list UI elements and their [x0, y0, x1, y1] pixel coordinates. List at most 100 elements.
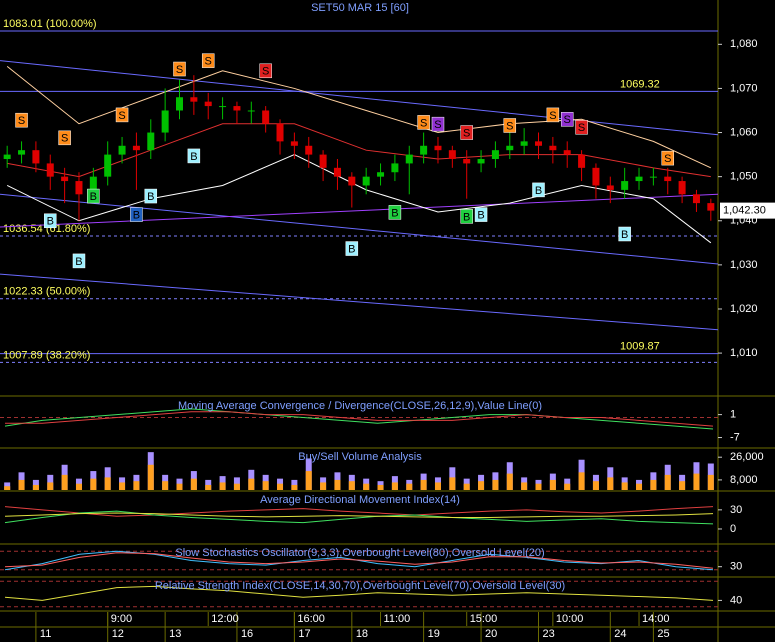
signal-label: B — [75, 256, 82, 268]
y-tick-label: 1,080 — [730, 38, 758, 50]
candle-body — [621, 181, 629, 190]
volume-bar — [219, 482, 226, 490]
candle-body — [75, 181, 83, 195]
volume-bar — [506, 473, 513, 490]
candle-body — [664, 176, 672, 182]
volume-bar — [18, 479, 25, 490]
signal-marker — [173, 61, 186, 77]
candle-body — [362, 176, 370, 186]
volume-bar — [449, 477, 456, 490]
signal-label: B — [621, 229, 628, 241]
volume-bar — [262, 481, 269, 490]
volume-bar — [233, 483, 240, 490]
signal-marker — [661, 150, 674, 166]
signal-marker — [58, 130, 71, 146]
candle-body — [3, 154, 11, 160]
panel-title: Moving Average Convergence / Divergence(… — [178, 400, 542, 412]
candle-body — [448, 150, 456, 160]
candle-body — [707, 203, 715, 211]
level-label: 1022.33 (50.00%) — [3, 286, 90, 298]
candle-body — [506, 145, 514, 151]
signal-label: S — [118, 110, 125, 122]
y-tick-label: 26,000 — [730, 451, 764, 463]
volume-bar — [205, 484, 212, 490]
time-tick-label: 10:00 — [556, 613, 584, 625]
indicator-line — [5, 411, 714, 427]
candle-body — [434, 145, 442, 151]
trendline — [0, 273, 719, 331]
signal-label: S — [420, 117, 427, 129]
signal-marker — [115, 107, 129, 123]
candle-body — [32, 150, 40, 164]
candle-body — [262, 110, 270, 124]
volume-bar — [679, 481, 686, 490]
candle-body — [89, 176, 97, 195]
last-price-label: 1,042.30 — [723, 205, 766, 217]
volume-bar — [291, 484, 298, 490]
volume-bar — [47, 482, 54, 490]
signal-marker — [417, 115, 430, 130]
volume-bar — [348, 481, 355, 490]
candle-body — [247, 110, 255, 112]
x-tick-label: 13 — [169, 628, 181, 640]
volume-bar — [521, 482, 528, 490]
signal-label: B — [47, 216, 54, 228]
time-tick-label: 11:00 — [384, 613, 411, 625]
x-tick-label: 23 — [543, 628, 555, 640]
y-tick-label: 1,010 — [730, 347, 758, 359]
candle-body — [391, 163, 399, 173]
y-tick-label: 1,070 — [730, 82, 758, 94]
indicator-line — [4, 506, 714, 517]
volume-bar — [650, 479, 657, 490]
signal-label: S — [18, 115, 25, 127]
overlay-line — [7, 123, 711, 178]
overlay-line — [6, 65, 712, 169]
volume-bar — [75, 483, 82, 490]
x-tick-label: 19 — [428, 628, 440, 640]
volume-bar — [320, 482, 327, 490]
candle-body — [204, 101, 212, 107]
time-tick-label: 16:00 — [297, 613, 325, 625]
x-tick-label: 11 — [40, 628, 51, 640]
candle-body — [377, 172, 385, 177]
signal-marker — [72, 253, 86, 269]
y-tick-label: 1,060 — [730, 126, 758, 138]
panel-title: Average Directional Movement Index(14) — [260, 494, 460, 506]
volume-bar — [162, 481, 169, 490]
candle-body — [147, 132, 155, 151]
signal-label: S — [506, 120, 513, 132]
candle-body — [549, 145, 557, 151]
signal-marker — [87, 188, 100, 204]
level-label: 1069.32 — [620, 78, 660, 90]
signal-marker — [388, 205, 402, 220]
volume-bar — [61, 474, 68, 490]
volume-bar — [32, 484, 39, 490]
signal-marker — [431, 116, 445, 132]
y-tick-label: 30 — [730, 561, 742, 573]
y-tick-label: 0 — [730, 523, 736, 535]
candle-body — [104, 154, 112, 177]
volume-bar — [463, 483, 470, 490]
signal-label: S — [434, 119, 441, 131]
signal-label: B — [147, 191, 154, 203]
signal-marker — [560, 112, 574, 127]
chart-title: SET50 MAR 15 [60] — [311, 2, 409, 14]
signal-label: B — [133, 209, 140, 221]
candle-body — [190, 97, 198, 102]
volume-bar — [104, 477, 111, 490]
y-tick-label: 8,000 — [730, 474, 758, 486]
candle-body — [649, 176, 657, 178]
candle-body — [606, 185, 614, 190]
x-tick-label: 12 — [112, 628, 124, 640]
volume-bar — [406, 483, 413, 490]
candle-body — [290, 141, 298, 146]
volume-bar — [119, 482, 126, 490]
candle-body — [420, 145, 428, 155]
signal-marker — [575, 119, 588, 135]
candle-body — [132, 145, 140, 151]
volume-bar — [4, 486, 11, 490]
y-tick-label: 30 — [730, 504, 742, 516]
signal-label: B — [463, 211, 470, 223]
x-tick-label: 25 — [657, 628, 669, 640]
time-tick-label: 12:00 — [211, 613, 239, 625]
